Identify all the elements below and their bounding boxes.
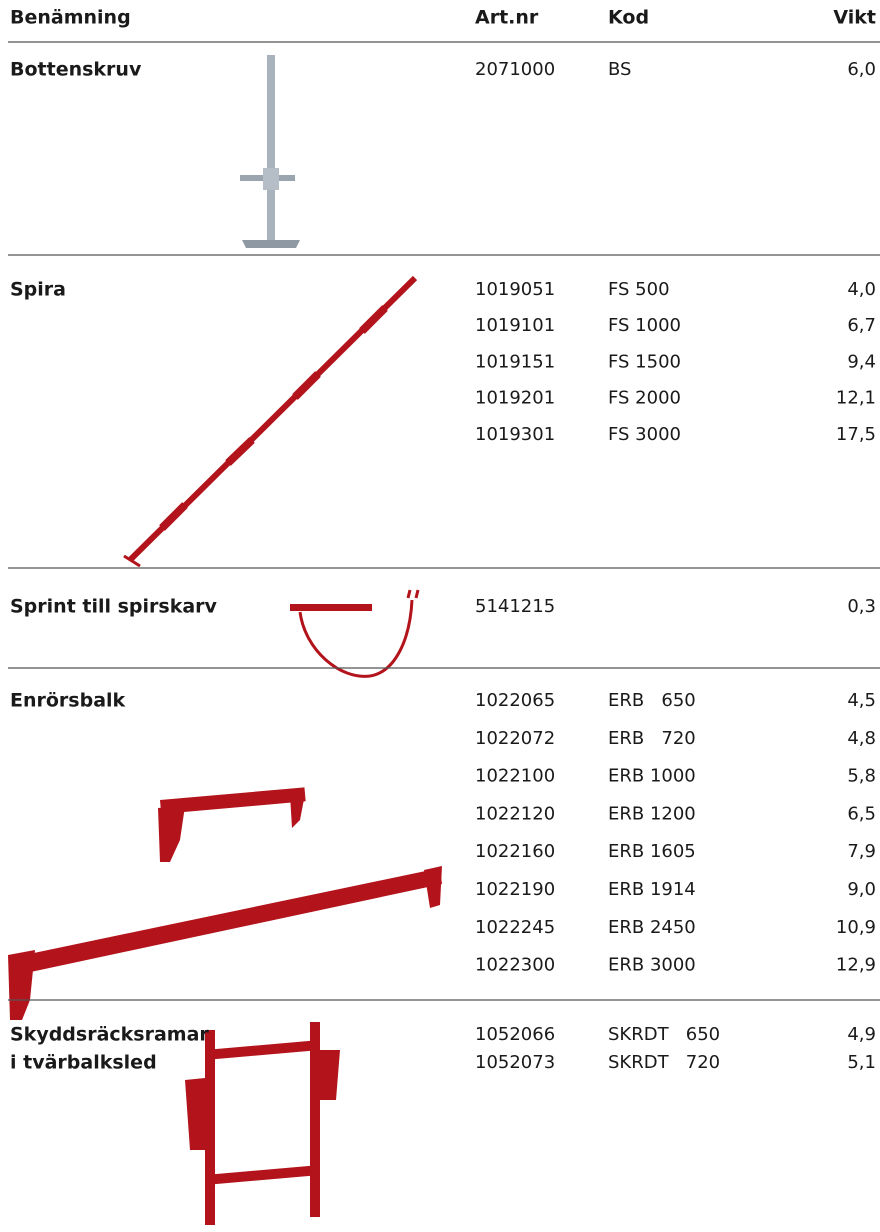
vikt: 12,9 [836, 955, 876, 976]
kod: ERB 1914 [608, 879, 696, 900]
vikt: 9,0 [847, 879, 876, 900]
sprint-image [290, 589, 420, 678]
art-nr: 1019201 [475, 388, 555, 409]
vikt: 12,1 [836, 388, 876, 409]
section-name: Sprint till spirskarv [10, 596, 218, 618]
art-nr: 1019051 [475, 279, 555, 300]
art-nr: 1022300 [475, 955, 555, 976]
kod: SKRDT 720 [608, 1052, 720, 1073]
kod: ERB 720 [608, 728, 696, 749]
kod: ERB 1605 [608, 841, 696, 862]
kod: FS 1500 [608, 351, 681, 372]
kod: ERB 1000 [608, 766, 696, 787]
kod: SKRDT 650 [608, 1024, 720, 1045]
vikt: 5,8 [847, 766, 876, 787]
vikt: 4,9 [847, 1024, 876, 1045]
art-nr: 1022245 [475, 917, 555, 938]
art-nr: 1052066 [475, 1024, 555, 1045]
section-name: Spira [10, 279, 66, 301]
enrorsbalk-image [8, 787, 442, 1020]
art-nr: 1052073 [475, 1052, 555, 1073]
kod: ERB 3000 [608, 955, 696, 976]
art-nr: 1022190 [475, 879, 555, 900]
vikt: 7,9 [847, 841, 876, 862]
art-nr: 1019301 [475, 424, 555, 445]
header-vikt: Vikt [833, 7, 876, 29]
art-nr: 2071000 [475, 59, 555, 80]
art-nr: 1022160 [475, 841, 555, 862]
art-nr: 1022065 [475, 690, 555, 711]
skyddsracksram-image [185, 1022, 340, 1225]
vikt: 10,9 [836, 917, 876, 938]
vikt: 4,8 [847, 728, 876, 749]
header-art-nr: Art.nr [475, 7, 539, 29]
kod: FS 3000 [608, 424, 681, 445]
vikt: 6,5 [847, 803, 876, 824]
art-nr: 1022072 [475, 728, 555, 749]
kod: ERB 1200 [608, 803, 696, 824]
vikt: 6,7 [847, 315, 876, 336]
art-nr: 5141215 [475, 596, 555, 617]
art-nr: 1022120 [475, 803, 555, 824]
section-name: Enrörsbalk [10, 690, 126, 712]
vikt: 4,5 [847, 690, 876, 711]
kod: BS [608, 59, 631, 80]
vikt: 4,0 [847, 279, 876, 300]
vikt: 9,4 [847, 351, 876, 372]
kod: FS 500 [608, 279, 670, 300]
bottenskruv-image [240, 55, 300, 248]
art-nr: 1022100 [475, 766, 555, 787]
vikt: 6,0 [847, 59, 876, 80]
section-name: Skyddsräcksramar [10, 1024, 209, 1046]
kod: FS 1000 [608, 315, 681, 336]
header-name: Benämning [10, 7, 131, 29]
header-kod: Kod [608, 7, 649, 29]
kod: FS 2000 [608, 388, 681, 409]
kod: ERB 2450 [608, 917, 696, 938]
art-nr: 1019151 [475, 351, 555, 372]
section-name: Bottenskruv [10, 59, 142, 81]
art-nr: 1019101 [475, 315, 555, 336]
vikt: 17,5 [836, 424, 876, 445]
kod: ERB 650 [608, 690, 696, 711]
spira-image [123, 275, 418, 568]
vikt: 0,3 [847, 596, 876, 617]
vikt: 5,1 [847, 1052, 876, 1073]
section-name: i tvärbalksled [10, 1052, 157, 1074]
